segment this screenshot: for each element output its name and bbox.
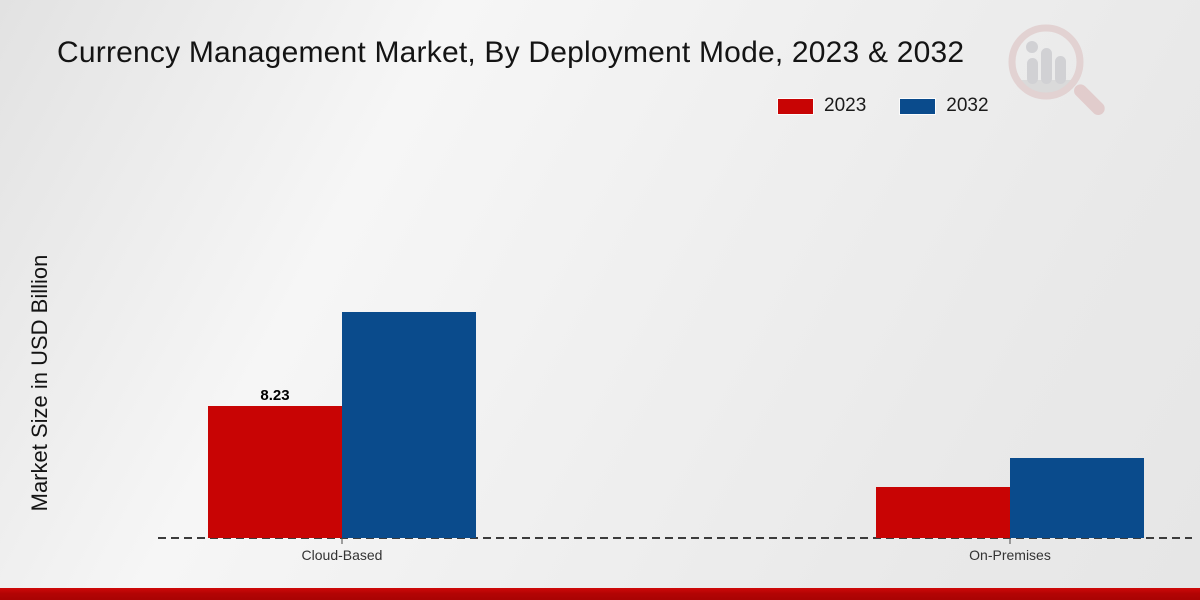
bar-on-premises-2023 (876, 487, 1010, 538)
magnifier-bar-chart-logo-icon (995, 18, 1105, 133)
legend-label-2023: 2023 (824, 95, 867, 116)
legend-item-2023: 2023 (778, 95, 866, 117)
bar-on-premises-2032 (1010, 458, 1144, 538)
bar-value-label: 8.23 (260, 387, 290, 404)
legend-swatch-2032 (900, 98, 936, 114)
legend-label-2032: 2032 (946, 95, 989, 116)
legend-swatch-2023 (778, 98, 813, 114)
x-axis-tick (341, 538, 343, 544)
bar-cloud-based-2023 (208, 406, 342, 538)
footer-accent-bar (0, 588, 1200, 600)
category-label-on-premises: On-Premises (969, 547, 1051, 563)
legend: 2023 2032 (778, 95, 989, 117)
x-axis-baseline (158, 537, 1192, 539)
bar-cloud-based-2032 (342, 312, 476, 538)
x-axis-tick (1009, 538, 1011, 544)
category-label-cloud-based: Cloud-Based (301, 547, 383, 563)
chart-title: Currency Management Market, By Deploymen… (57, 36, 965, 69)
legend-item-2032: 2032 (900, 95, 989, 117)
